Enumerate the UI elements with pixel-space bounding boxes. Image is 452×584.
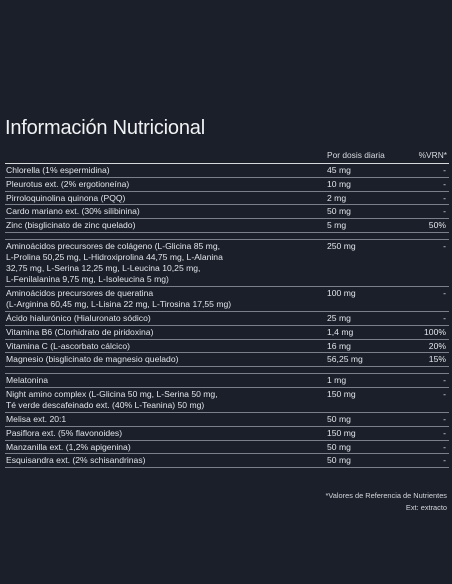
nutrition-table: Por dosis diaria %VRN* Chlorella (1% esp… [5,147,449,469]
ingredient-amount: 56,25 mg [327,354,363,365]
ingredient-amount: 1 mg [327,375,347,386]
header-vrn: %VRN* [418,150,447,160]
ingredient-name: Cardo mariano ext. (30% silibinina) [6,206,140,217]
ingredient-name: Night amino complex (L-Glicina 50 mg, L-… [6,388,218,410]
ingredient-amount: 5 mg [327,220,347,231]
ingredient-name: Vitamina C (L-ascorbato cálcico) [6,340,131,351]
ingredient-vrn: 100% [424,326,446,337]
ingredient-vrn: - [443,441,446,452]
page-title: Información Nutricional [5,117,205,139]
table-row: Night amino complex (L-Glicina 50 mg, L-… [5,388,449,413]
ingredient-name: Pirroloquinolina quinona (PQQ) [6,192,126,203]
header-amount: Por dosis diaria [327,150,385,160]
ingredient-amount: 10 mg [327,178,351,189]
ingredient-amount: 250 mg [327,240,356,251]
table-row: Vitamina B6 (Clorhidrato de piridoxina) 1… [5,326,449,340]
ingredient-vrn: - [443,388,446,399]
ingredient-name: Melatonina [6,375,49,386]
table-row: Pleurotus ext. (2% ergotioneína) 10 mg - [5,178,449,192]
table-body: Chlorella (1% espermidina) 45 mg - Pleurotu… [5,164,449,469]
table-row: Manzanilla ext. (1,2% apigenina) 50 mg - [5,441,449,455]
table-row: Pasiflora ext. (5% flavonoides) 150 mg - [5,427,449,441]
ingredient-vrn: - [443,192,446,203]
ingredient-vrn: - [443,240,446,251]
group-separator [5,233,449,240]
ingredient-amount: 50 mg [327,455,351,466]
ingredient-amount: 150 mg [327,427,356,438]
ingredient-vrn: - [443,427,446,438]
table-row: Aminoácidos precursores de queratina (L-… [5,287,449,312]
ingredient-amount: 100 mg [327,287,356,298]
table-header: Por dosis diaria %VRN* [5,147,449,164]
ingredient-amount: 16 mg [327,340,351,351]
ingredient-name: Pleurotus ext. (2% ergotioneína) [6,178,130,189]
ingredient-name: Esquisandra ext. (2% schisandrinas) [6,455,146,466]
ingredient-amount: 50 mg [327,413,351,424]
table-row: Zinc (bisglicinato de zinc quelado) 5 mg 5… [5,219,449,233]
footnote-vrn: *Valores de Referencia de Nutrientes [325,491,447,500]
ingredient-name: Zinc (bisglicinato de zinc quelado) [6,220,136,231]
table-row: Cardo mariano ext. (30% silibinina) 50 mg… [5,205,449,220]
ingredient-vrn: - [443,165,446,175]
table-row: Vitamina C (L-ascorbato cálcico) 16 mg 20% [5,340,449,354]
ingredient-vrn: 50% [428,220,446,231]
ingredient-name: Aminoácidos precursores de colágeno (L-G… [6,240,223,284]
table-row: Pirroloquinolina quinona (PQQ) 2 mg - [5,192,449,206]
table-row: Aminoácidos precursores de colágeno (L-G… [5,240,449,287]
ingredient-name: Vitamina B6 (Clorhidrato de piridoxina) [6,326,154,337]
ingredient-name: Manzanilla ext. (1,2% apigenina) [6,441,131,452]
ingredient-name: Pasiflora ext. (5% flavonoides) [6,427,123,438]
ingredient-vrn: - [443,287,446,298]
ingredient-vrn: 15% [428,354,446,365]
ingredient-vrn: - [443,375,446,386]
ingredient-name: Magnesio (bisglicinato de magnesio quela… [6,354,179,365]
ingredient-vrn: - [443,413,446,424]
ingredient-name: Ácido hialurónico (Hialuronato sódico) [6,312,151,323]
ingredient-vrn: - [443,455,446,466]
ingredient-amount: 1,4 mg [327,326,354,337]
ingredient-amount: 45 mg [327,165,351,175]
ingredient-name: Melisa ext. 20:1 [6,413,67,424]
table-row: Melatonina 1 mg - [5,374,449,388]
table-row: Melisa ext. 20:1 50 mg - [5,413,449,427]
ingredient-vrn: - [443,312,446,323]
ingredient-vrn: - [443,178,446,189]
group-separator [5,367,449,375]
ingredient-amount: 50 mg [327,441,351,452]
footnote-ext: Ext: extracto [405,503,447,512]
ingredient-vrn: 20% [428,340,446,351]
ingredient-amount: 150 mg [327,388,356,399]
table-row: Chlorella (1% espermidina) 45 mg - [5,164,449,178]
ingredient-name: Aminoácidos precursores de queratina (L-… [6,287,232,309]
table-row: Magnesio (bisglicinato de magnesio quela… [5,353,449,368]
ingredient-name: Chlorella (1% espermidina) [6,165,110,175]
ingredient-amount: 25 mg [327,312,351,323]
ingredient-amount: 50 mg [327,206,351,217]
ingredient-amount: 2 mg [327,192,347,203]
table-row: Ácido hialurónico (Hialuronato sódico) 25… [5,312,449,326]
ingredient-vrn: - [443,206,446,217]
table-row: Esquisandra ext. (2% schisandrinas) 50 mg… [5,454,449,469]
